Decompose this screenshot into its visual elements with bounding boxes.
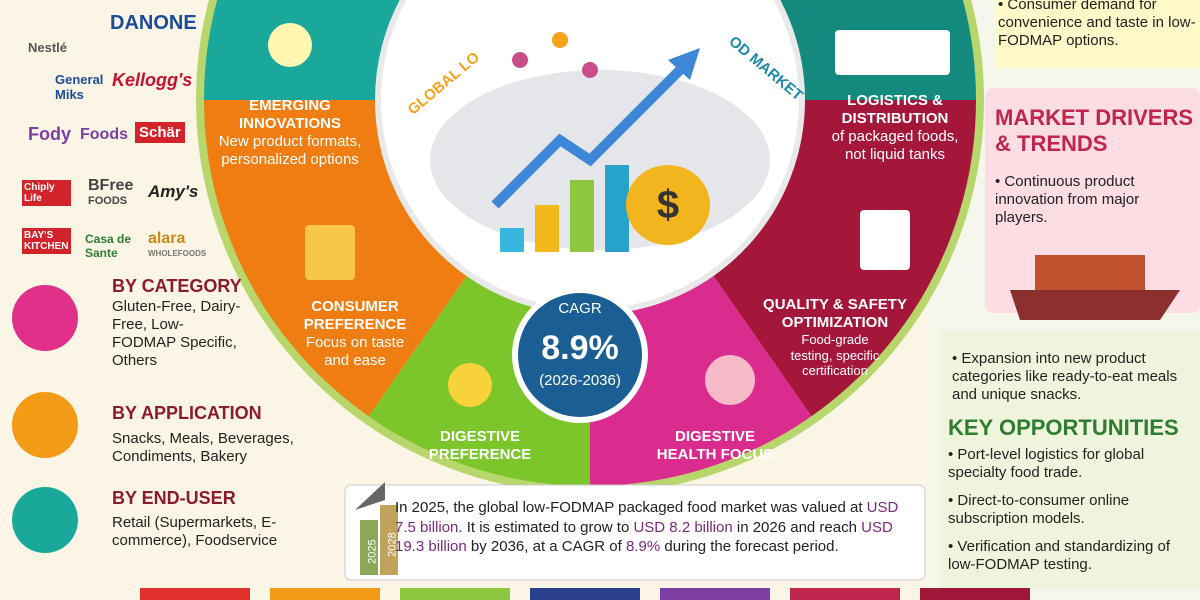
logo: alara (148, 230, 186, 247)
logo: FOODS (88, 195, 128, 207)
logo: Fody (28, 124, 71, 144)
opportunities-title: KEY OPPORTUNITIES (948, 415, 1179, 440)
ship-containers (1035, 255, 1145, 290)
chart-bar (605, 165, 629, 252)
segment-label: EMERGING INNOVATIONS New product formats,… (205, 97, 375, 169)
section-text: Gluten-Free, Dairy-Free, Low-FODMAP Spec… (112, 298, 241, 369)
summary-box (344, 484, 926, 581)
logo: Schär (135, 122, 185, 143)
category-icon (12, 285, 78, 351)
section-title: BY APPLICATION (112, 403, 262, 423)
logo: Casa de Sante (85, 232, 132, 260)
ship-icon (1010, 290, 1180, 320)
growth-bar (380, 505, 398, 575)
stomach-icon (705, 355, 755, 405)
bullet: Consumer demand for convenience and tast… (998, 0, 1198, 50)
section-text: Retail (Supermarkets, E-commerce), Foods… (112, 514, 278, 549)
segment-title: CONSUMER PREFERENCE (303, 298, 407, 333)
logo: General Miks (55, 72, 104, 102)
text: during the forecast period. (664, 538, 839, 555)
bullet: Direct-to-consumer online subscription m… (948, 492, 1193, 528)
world-map (430, 70, 770, 250)
logo: Foods (80, 126, 128, 143)
cagr-label: CAGR (558, 300, 602, 317)
cagr-circle (518, 293, 642, 417)
tab (400, 588, 510, 600)
logo: WHOLEFOODS (148, 249, 207, 258)
logo: BAY'S KITCHEN (22, 228, 71, 254)
highlight: 8.9% (625, 538, 661, 555)
application-icon (12, 392, 78, 458)
molecule (552, 32, 568, 48)
growth-arrow (355, 482, 385, 510)
tab (140, 588, 250, 600)
logo: Nestlé (28, 40, 68, 55)
trend-arrow (491, 56, 694, 209)
segment-title: DIGESTIVE PREFERENCE (428, 428, 532, 463)
arrow-label: 2025 (366, 539, 379, 564)
logo: BFree (88, 177, 134, 194)
segment-label: QUALITY & SAFETY OPTIMIZATION Food-grade … (760, 296, 910, 379)
text: In 2025, the global low-FODMAP packaged … (395, 499, 863, 516)
segment-title: QUALITY & SAFETY OPTIMIZATION (763, 296, 907, 331)
segment-label: CONSUMER PREFERENCE Focus on taste and ea… (290, 298, 420, 370)
money-bag (626, 165, 710, 245)
smile-icon (448, 363, 492, 407)
segment-title: EMERGING INNOVATIONS (239, 97, 341, 132)
logo: Amy's (148, 182, 199, 201)
certificate-icon (860, 210, 910, 270)
tab (530, 588, 640, 600)
growth-bar (360, 520, 378, 575)
segment-health (590, 272, 814, 490)
segment-text: of packaged foods, not liquid tanks (831, 128, 959, 163)
bulb-icon (268, 23, 312, 67)
summary-text: In 2025, the global low-FODMAP packaged … (395, 498, 920, 557)
truck-icon (835, 30, 950, 75)
cagr-value: 8.9% (541, 329, 619, 367)
logo: Chiply Life (22, 180, 71, 206)
highlight: USD 7.5 billion (395, 499, 899, 536)
molecule (512, 52, 528, 68)
tab (660, 588, 770, 600)
section-title: BY END-USER (112, 488, 236, 508)
tab (920, 588, 1030, 600)
bullet: Verification and standardizing of low-FO… (948, 538, 1193, 574)
text: by 2036, at a CAGR of (470, 538, 622, 555)
text: in 2026 and reach (736, 518, 857, 536)
segment-quality (710, 100, 980, 420)
tab (790, 588, 900, 600)
section-title: BY CATEGORY (112, 276, 242, 296)
logo: DANONE (110, 12, 197, 34)
segment-title: LOGISTICS & DISTRIBUTION (841, 92, 949, 127)
tab (270, 588, 380, 600)
text: . It is estimated to grow to (458, 518, 630, 536)
cagr-period: (2026-2036) (539, 372, 621, 389)
wheel: $ (196, 0, 984, 494)
section-text: Snacks, Meals, Beverages, Condiments, Ba… (112, 430, 294, 465)
food-icon (305, 225, 355, 280)
chart-bar (570, 180, 594, 252)
logo: Kellogg's (112, 70, 193, 90)
arrow-head (668, 48, 700, 80)
bullet: Expansion into new product categories li… (952, 350, 1182, 404)
chart-bar (500, 228, 524, 252)
highlight: USD 8.2 billion (633, 518, 733, 536)
segment-text: Food-grade testing, specific certificati… (790, 332, 880, 379)
highlight: USD 19.3 billion (395, 518, 893, 556)
molecule (582, 62, 598, 78)
chart-bar (535, 205, 559, 252)
drivers-title: MARKET DRIVERS & TRENDS (995, 105, 1194, 157)
segment-text: Focus on taste and ease (305, 334, 405, 369)
segment-label: LOGISTICS & DISTRIBUTION of packaged food… (820, 92, 970, 164)
bullet: Continuous product innovation from major… (995, 173, 1185, 227)
dollar-icon: $ (657, 183, 679, 227)
segment-text: New product formats, personalized option… (218, 133, 362, 168)
bullet: Port-level logistics for global specialt… (948, 446, 1193, 482)
end-user-icon (12, 487, 78, 553)
segment-title: DIGESTIVE HEALTH FOCUS (656, 428, 774, 463)
